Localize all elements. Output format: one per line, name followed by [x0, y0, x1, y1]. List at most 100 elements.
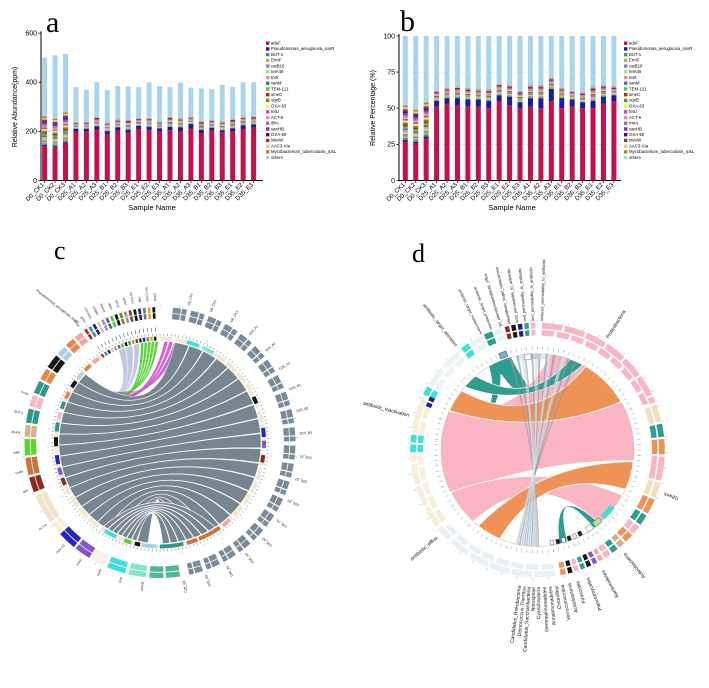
- svg-text:D35_A3: D35_A3: [244, 552, 255, 564]
- svg-text:adeF: adeF: [271, 41, 281, 46]
- svg-text:others: others: [629, 155, 641, 160]
- svg-text:600: 600: [25, 31, 37, 38]
- svg-text:35: 35: [448, 395, 452, 398]
- svg-text:vanM: vanM: [271, 81, 282, 86]
- svg-text:dfrA: dfrA: [137, 295, 142, 302]
- svg-text:catB10: catB10: [629, 63, 643, 68]
- svg-text:6: 6: [202, 544, 205, 547]
- svg-text:4: 4: [226, 352, 229, 355]
- svg-text:Relative Percentage (%): Relative Percentage (%): [370, 70, 377, 146]
- svg-text:D35_A1: D35_A1: [275, 518, 288, 528]
- svg-text:ced_permeability_to_antibiotic: ced_permeability_to_antibiotic: [517, 268, 527, 322]
- svg-text:AAC3-VIa: AAC3-VIa: [629, 143, 649, 148]
- svg-text:Pseudomonas_aeruginosa_soxR: Pseudomonas_aeruginosa_soxR: [629, 46, 692, 51]
- svg-text:15: 15: [594, 532, 597, 536]
- svg-text:smeC: smeC: [75, 557, 83, 567]
- svg-text:D25_A3: D25_A3: [278, 361, 291, 371]
- svg-text:12: 12: [256, 387, 260, 390]
- svg-text:others: others: [271, 155, 283, 160]
- svg-text:10: 10: [180, 551, 183, 554]
- svg-text:40: 40: [634, 477, 638, 480]
- svg-text:Sample Name: Sample Name: [128, 203, 176, 212]
- svg-text:adeF: adeF: [13, 450, 21, 455]
- svg-text:ErmF: ErmF: [629, 58, 640, 63]
- svg-text:Mycobacterium_tuberculosis_rps: Mycobacterium_tuberculosis_rpsL: [629, 149, 695, 154]
- svg-text:10: 10: [206, 339, 209, 343]
- svg-text:6: 6: [270, 432, 272, 434]
- svg-text:ACT-6: ACT-6: [38, 523, 48, 532]
- svg-text:2: 2: [266, 409, 268, 411]
- svg-text:BUT-1: BUT-1: [629, 52, 642, 57]
- svg-text:Others: Others: [663, 490, 680, 501]
- svg-text:D25_E3: D25_E3: [287, 498, 300, 507]
- svg-text:2: 2: [222, 533, 225, 536]
- svg-text:12: 12: [47, 427, 50, 429]
- svg-text:25: 25: [584, 358, 587, 362]
- svg-text:catB10: catB10: [92, 305, 100, 316]
- svg-text:OXA-50: OXA-50: [271, 132, 287, 137]
- svg-text:8: 8: [254, 499, 257, 502]
- svg-text:vanHB: vanHB: [271, 126, 284, 131]
- svg-text:50: 50: [440, 485, 444, 488]
- svg-text:vanHB: vanHB: [140, 581, 145, 591]
- svg-text:25: 25: [574, 543, 577, 547]
- svg-text:0: 0: [391, 178, 395, 185]
- svg-text:tetA46: tetA46: [629, 69, 642, 74]
- svg-text:oed_permeability_to_antibiotic: oed_permeability_to_antibiotic: [528, 267, 535, 321]
- svg-text:tetA46: tetA46: [99, 303, 106, 313]
- svg-text:TEM-121: TEM-121: [271, 86, 289, 91]
- svg-text:oqxB: oqxB: [96, 568, 103, 576]
- svg-text:5: 5: [541, 347, 543, 349]
- svg-text:ACT-6: ACT-6: [271, 115, 284, 120]
- svg-text:Relative Abundance(ppm): Relative Abundance(ppm): [12, 67, 19, 148]
- svg-text:D25_A2: D25_A2: [265, 341, 277, 352]
- svg-text:10: 10: [60, 495, 64, 498]
- svg-text:30: 30: [465, 523, 469, 527]
- svg-text:50: 50: [625, 499, 629, 502]
- svg-text:reduced_permeability_to_antibi: reduced_permeability_to_antibiotic: [539, 259, 546, 321]
- svg-text:TEM-121: TEM-121: [629, 86, 647, 91]
- svg-text:adeF: adeF: [107, 302, 113, 310]
- svg-text:10: 10: [630, 409, 634, 412]
- svg-text:BUT-1: BUT-1: [271, 52, 284, 57]
- svg-text:8: 8: [243, 368, 246, 371]
- svg-text:tetX: tetX: [629, 75, 637, 80]
- svg-text:D35_A2: D35_A2: [261, 536, 273, 547]
- svg-text:smeC: smeC: [72, 318, 80, 328]
- svg-text:200: 200: [25, 129, 37, 136]
- svg-text:45: 45: [529, 551, 531, 554]
- svg-text:D0_CK3: D0_CK3: [229, 310, 239, 323]
- svg-text:tetX: tetX: [22, 488, 30, 494]
- svg-text:MexW: MexW: [271, 138, 284, 143]
- svg-text:D0_CK2: D0_CK2: [209, 299, 217, 312]
- svg-text:OXA-63: OXA-63: [629, 103, 645, 108]
- svg-text:ErmF: ErmF: [20, 390, 29, 396]
- svg-text:5: 5: [435, 463, 437, 465]
- svg-text:Candidatus_Saccharibacteria: Candidatus_Saccharibacteria: [522, 586, 532, 652]
- svg-text:12: 12: [138, 331, 141, 334]
- svg-text:D25_A1: D25_A1: [248, 324, 259, 336]
- svg-text:D25_B3: D25_B3: [300, 431, 313, 436]
- svg-text:D25_E1: D25_E1: [299, 455, 312, 460]
- svg-text:D0_CK1: D0_CK1: [187, 293, 194, 306]
- svg-text:75: 75: [387, 69, 395, 76]
- svg-text:Armatimonadetes: Armatimonadetes: [548, 586, 558, 626]
- svg-text:Pseudomonas_aeruginosa_soxR: Pseudomonas_aeruginosa_soxR: [271, 46, 334, 51]
- svg-text:0: 0: [33, 178, 37, 185]
- svg-text:6: 6: [63, 383, 66, 386]
- svg-text:30: 30: [638, 455, 641, 457]
- svg-text:dfrA: dfrA: [271, 121, 279, 126]
- svg-text:4: 4: [264, 478, 267, 481]
- svg-text:6: 6: [74, 514, 77, 517]
- svg-text:400: 400: [25, 80, 37, 87]
- svg-text:oqxB: oqxB: [629, 98, 639, 103]
- svg-text:tetA46: tetA46: [271, 69, 284, 74]
- svg-text:tetX: tetX: [271, 75, 279, 80]
- svg-text:10: 10: [77, 364, 81, 368]
- svg-text:45: 45: [462, 377, 466, 381]
- svg-text:OXA-50: OXA-50: [129, 292, 135, 304]
- svg-text:4: 4: [52, 473, 54, 475]
- svg-text:vanM: vanM: [122, 297, 128, 306]
- svg-text:45: 45: [619, 388, 623, 391]
- svg-text:vanM: vanM: [15, 469, 24, 475]
